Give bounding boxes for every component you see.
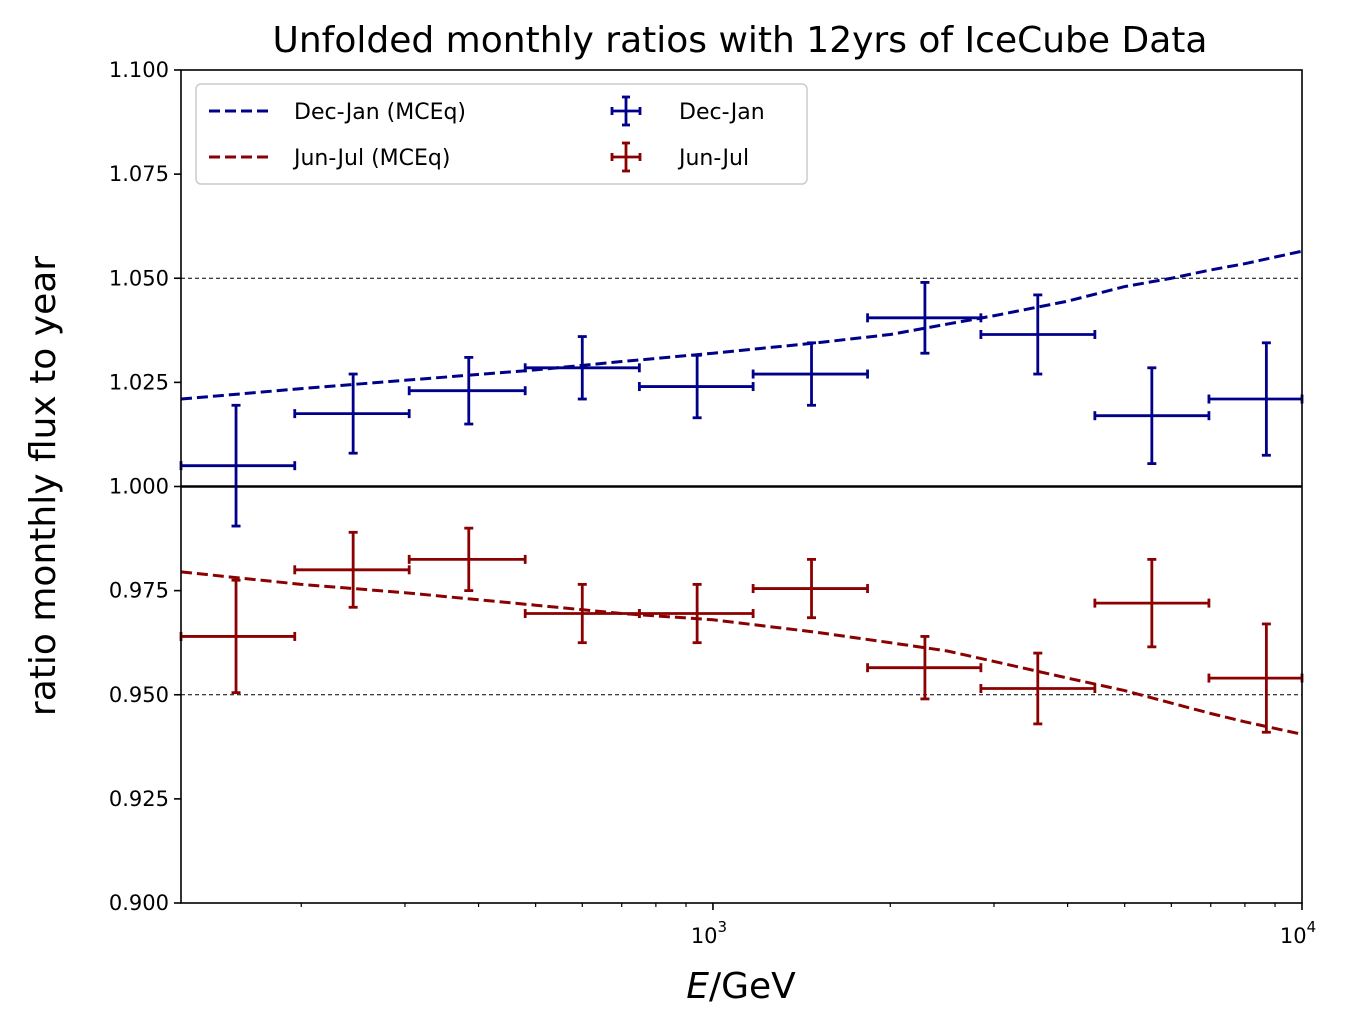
data-point bbox=[293, 372, 411, 455]
legend-label: Jun-Jul (MCEq) bbox=[292, 146, 450, 171]
chart-title: Unfolded monthly ratios with 12yrs of Ic… bbox=[273, 20, 1208, 61]
y-axis-ticks: 0.900 0.925 0.950 0.975 1.000 1.025 1.050 1.075… bbox=[109, 58, 181, 915]
x-tick-label: 103 bbox=[691, 918, 727, 948]
legend: Dec-Jan (MCEq) Jun-Jul (MCEq) Dec-Jan Jun-J… bbox=[195, 83, 808, 185]
data-point bbox=[866, 635, 983, 701]
legend-label: Dec-Jan (MCEq) bbox=[294, 100, 466, 125]
model-curve-dec-jan-mceq bbox=[180, 249, 1303, 401]
data-point bbox=[866, 281, 983, 355]
y-tick-label: 0.950 bbox=[109, 683, 169, 707]
legend-box bbox=[195, 83, 808, 185]
reference-lines bbox=[181, 277, 1302, 696]
data-point bbox=[751, 341, 869, 407]
data-point bbox=[751, 557, 869, 620]
data-point bbox=[1207, 622, 1304, 734]
series-jun-jul bbox=[179, 526, 1304, 734]
y-tick-label: 0.925 bbox=[109, 787, 169, 811]
y-tick-label: 1.100 bbox=[109, 58, 169, 82]
legend-entry-dec-jan-mceq: Dec-Jan (MCEq) bbox=[209, 100, 466, 125]
data-point bbox=[179, 403, 297, 528]
data-point bbox=[979, 293, 1097, 376]
x-axis-label-unit: /GeV bbox=[709, 966, 796, 1007]
data-points bbox=[179, 281, 1304, 734]
data-point bbox=[293, 530, 411, 609]
data-point bbox=[979, 651, 1097, 726]
data-point bbox=[523, 335, 641, 401]
legend-label: Jun-Jul bbox=[677, 146, 749, 171]
y-tick-label: 0.975 bbox=[109, 579, 169, 603]
x-tick-label: 104 bbox=[1280, 918, 1316, 948]
legend-entry-jun-jul-mceq: Jun-Jul (MCEq) bbox=[209, 146, 450, 171]
y-tick-label: 1.025 bbox=[109, 370, 169, 394]
data-point bbox=[407, 355, 527, 426]
series-dec-jan bbox=[179, 281, 1304, 528]
y-tick-label: 0.900 bbox=[109, 891, 169, 915]
y-tick-label: 1.050 bbox=[109, 266, 169, 290]
legend-entry-dec-jan: Dec-Jan bbox=[610, 95, 765, 127]
data-point bbox=[1093, 366, 1211, 465]
data-point bbox=[1093, 557, 1211, 649]
x-axis-ticks: 103 104 bbox=[300, 903, 1316, 948]
x-axis-label-variable: E bbox=[686, 966, 709, 1007]
y-tick-label: 1.000 bbox=[109, 475, 169, 499]
legend-entry-jun-jul: Jun-Jul bbox=[610, 141, 749, 173]
y-axis-label: ratio monthly flux to year bbox=[23, 256, 64, 716]
data-point bbox=[179, 578, 297, 695]
data-point bbox=[637, 582, 755, 645]
data-point bbox=[407, 526, 527, 593]
y-tick-label: 1.075 bbox=[109, 162, 169, 186]
model-curves bbox=[180, 249, 1303, 736]
legend-label: Dec-Jan bbox=[679, 100, 765, 125]
x-axis-label: E/GeV bbox=[686, 966, 796, 1007]
model-curve-jun-jul-mceq bbox=[180, 570, 1303, 736]
data-point bbox=[637, 353, 755, 420]
